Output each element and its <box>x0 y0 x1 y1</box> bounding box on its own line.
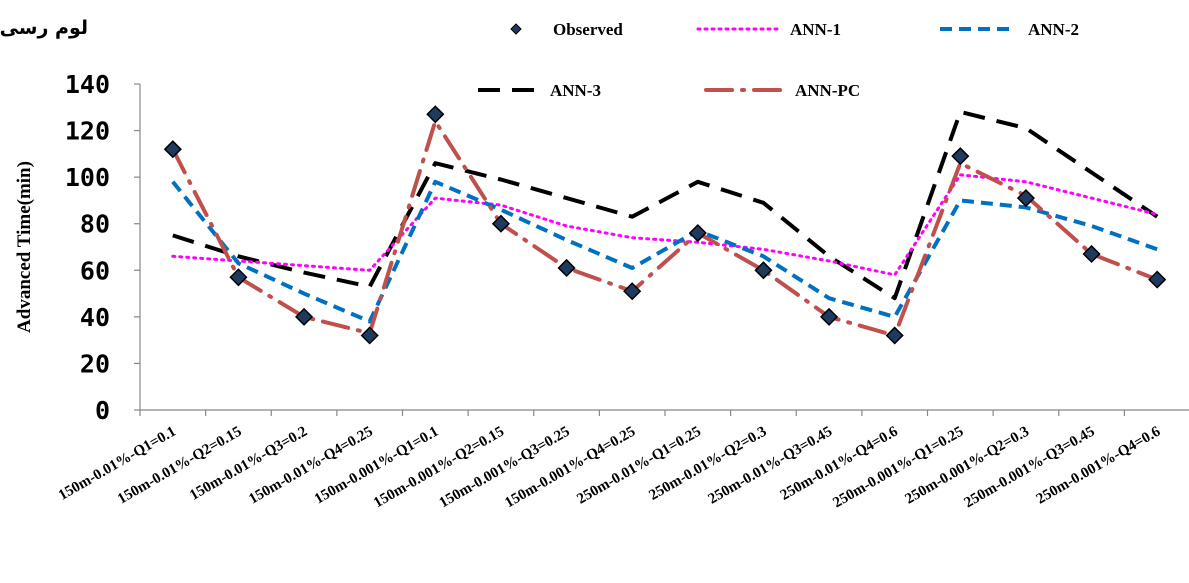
series-line-ann-3 <box>172 109 1159 301</box>
y-tick-label: 20 <box>80 349 110 378</box>
observed-point <box>1148 270 1167 289</box>
observed-point <box>557 258 576 278</box>
observed-point <box>491 214 510 233</box>
corner-label: لوم رسی <box>0 17 88 39</box>
x-tick-label: 250m-0.01%-Q3=0.45 <box>706 424 835 508</box>
legend-label: ANN-1 <box>790 20 841 39</box>
observed-point <box>163 140 182 159</box>
observed-point <box>688 223 707 243</box>
legend-label: ANN-PC <box>795 81 860 100</box>
observed-point <box>951 147 970 166</box>
legend-swatch-observed <box>510 23 522 35</box>
observed-point <box>1016 189 1036 208</box>
observed-point <box>623 282 642 301</box>
legend-label: ANN-3 <box>550 81 601 100</box>
observed-point <box>754 261 773 280</box>
y-tick-label: 120 <box>65 117 110 146</box>
legend-label: Observed <box>553 20 623 39</box>
x-tick-label: 250m-0.001%-Q4=0.6 <box>1034 423 1164 507</box>
series-line-ann-pc <box>170 119 1160 338</box>
y-tick-label: 80 <box>80 210 110 239</box>
observed-point <box>229 268 248 287</box>
x-tick-label: 250m-0.01%-Q1=0.25 <box>574 424 703 508</box>
x-tick-label: 150m-0.01%-Q2=0.15 <box>115 424 244 508</box>
y-tick-label: 40 <box>80 303 110 332</box>
series-line-ann-2 <box>171 179 1158 324</box>
axes: 020406080100120140150m-0.01%-Q1=0.1150m-… <box>56 70 1189 511</box>
legend: Observed ANN-1 ANN-2 ANN-3 ANN-PC <box>478 20 1079 100</box>
y-axis-title: Advanced Time(min) <box>14 161 35 333</box>
y-tick-label: 140 <box>65 70 110 99</box>
observed-point <box>295 307 314 326</box>
observed-point <box>1082 244 1101 264</box>
legend-label: ANN-2 <box>1028 20 1079 39</box>
observed-point <box>885 326 904 345</box>
x-tick-label: 150m-0.01%-Q4=0.25 <box>246 424 375 508</box>
y-tick-label: 60 <box>80 256 110 285</box>
marker-layer <box>163 105 1167 345</box>
series-layer <box>170 109 1160 338</box>
observed-point <box>360 326 379 345</box>
observed-point <box>820 307 839 326</box>
observed-point <box>426 105 445 124</box>
y-tick-label: 100 <box>65 163 110 192</box>
y-tick-label: 0 <box>95 396 110 425</box>
